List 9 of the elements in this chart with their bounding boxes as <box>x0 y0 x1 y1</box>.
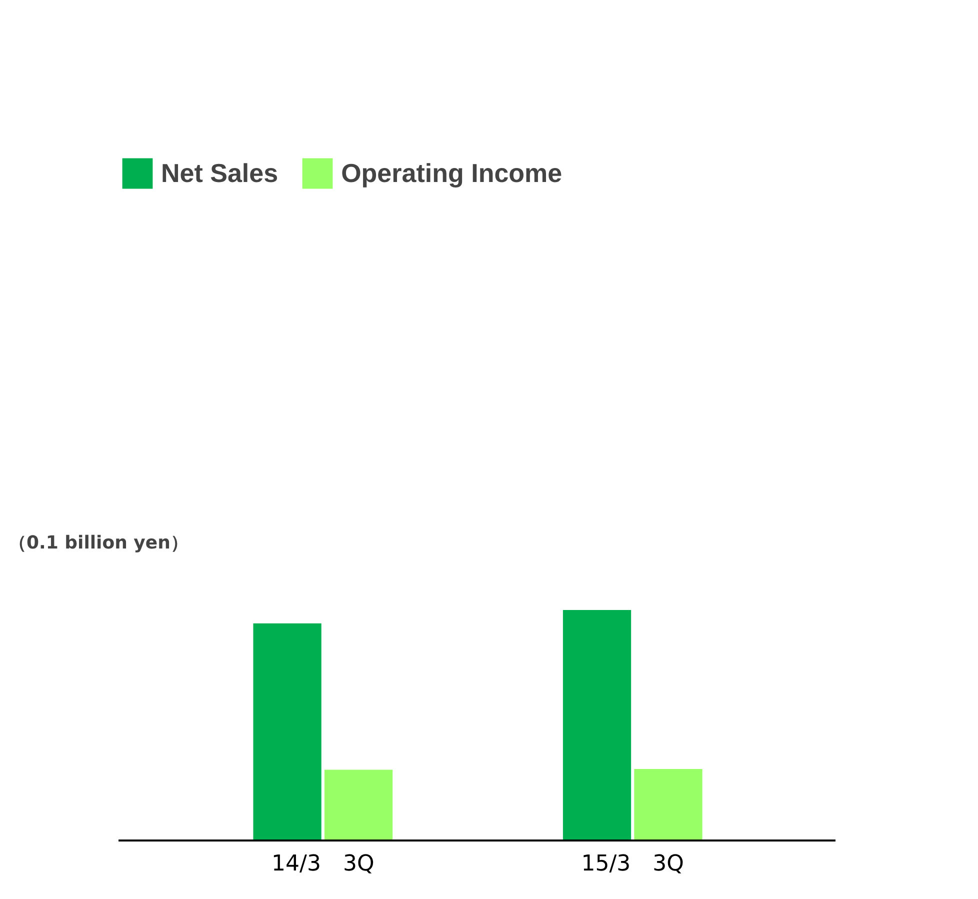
y-axis-title: （0.1 billion yen） <box>8 532 188 554</box>
x-tick-label: 15/3 3Q <box>581 852 684 876</box>
bar <box>253 623 322 840</box>
x-tick-label: 14/3 3Q <box>272 852 374 876</box>
bar <box>562 610 632 840</box>
bar <box>324 770 393 840</box>
legend-label: Net Sales <box>161 158 278 188</box>
bar <box>634 769 702 840</box>
legend-label: Operating Income <box>341 158 562 188</box>
